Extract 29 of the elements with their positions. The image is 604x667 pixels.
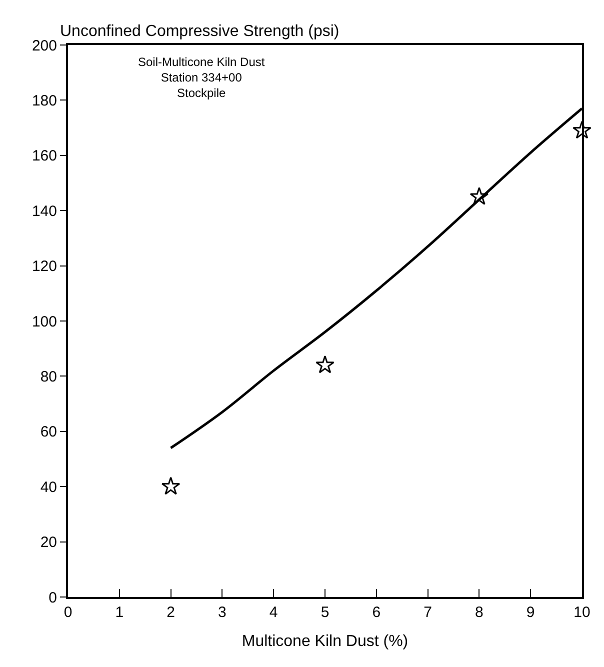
x-tick-label: 5 <box>320 604 330 621</box>
y-tick-label: 140 <box>32 202 57 220</box>
x-axis-title: Multicone Kiln Dust (%) <box>242 633 408 650</box>
annotation: Soil-Multicone Kiln Dust Station 334+00 Stockpile <box>138 55 266 100</box>
y-tick-label: 200 <box>32 37 57 54</box>
y-tick-label: 80 <box>40 368 57 386</box>
point <box>161 476 180 495</box>
x-tick-label: 6 <box>372 604 381 621</box>
x-tick-label: 4 <box>269 604 278 621</box>
point <box>316 355 334 374</box>
x-tick-label: 0 <box>64 604 72 621</box>
x-tick-label: 9 <box>526 604 535 621</box>
point <box>572 120 592 139</box>
y-tick-label: 180 <box>32 92 57 110</box>
x-tick-label: 3 <box>218 604 226 621</box>
x-tick-label: 8 <box>475 604 484 621</box>
y-tick-label: 20 <box>40 534 57 552</box>
y-tick-label: 0 <box>48 589 57 606</box>
y-tick-label: 40 <box>40 478 57 496</box>
y-tick-label: 120 <box>32 258 57 276</box>
x-tick-label: 10 <box>574 604 590 621</box>
x-tick-label: 2 <box>166 604 175 621</box>
x-tick-label: 7 <box>424 604 432 621</box>
y-tick-label: 60 <box>40 424 57 441</box>
y-tick-label: 100 <box>32 313 57 330</box>
point <box>470 186 489 205</box>
y-tick-label: 160 <box>32 148 57 165</box>
y-axis-title: Unconfined Compressive Strength (psi) <box>60 23 340 40</box>
x-tick-label: 1 <box>115 604 124 621</box>
